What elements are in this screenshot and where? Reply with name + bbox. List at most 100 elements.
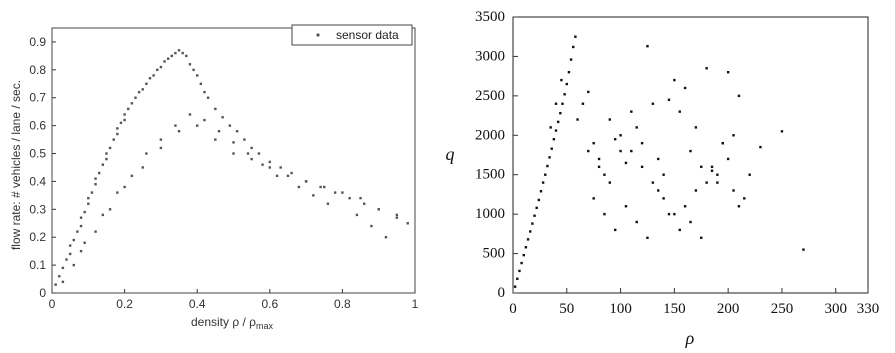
- data-point: [319, 185, 322, 189]
- data-point: [257, 152, 261, 155]
- left-x-axis-label-subscript: max: [256, 321, 274, 331]
- data-point: [108, 208, 112, 211]
- data-point: [68, 244, 72, 247]
- data-point: [119, 121, 123, 125]
- right-plot-frame: [512, 16, 869, 294]
- data-point: [619, 134, 622, 137]
- data-point: [250, 146, 253, 150]
- data-point: [232, 152, 235, 155]
- data-point: [531, 222, 534, 225]
- x-tick-label: 0.2: [116, 297, 133, 311]
- data-point: [700, 236, 703, 239]
- data-point: [646, 236, 649, 239]
- data-point: [166, 57, 170, 60]
- data-point: [662, 173, 665, 176]
- data-point: [550, 147, 553, 150]
- data-point: [177, 130, 181, 133]
- data-point: [608, 118, 612, 121]
- data-point: [123, 118, 126, 122]
- data-point: [58, 275, 61, 278]
- data-point: [561, 102, 564, 105]
- data-point: [683, 205, 687, 208]
- data-point: [533, 214, 536, 217]
- data-point: [221, 116, 224, 119]
- data-point: [145, 82, 148, 85]
- data-point: [694, 189, 698, 192]
- data-point: [101, 163, 105, 166]
- data-point: [587, 90, 590, 94]
- data-point: [326, 202, 330, 205]
- data-point: [667, 212, 671, 216]
- data-point: [603, 212, 606, 216]
- data-point: [619, 149, 622, 153]
- data-point: [279, 166, 282, 169]
- data-point: [214, 138, 217, 141]
- data-point: [559, 112, 562, 115]
- data-point: [726, 157, 730, 161]
- y-tick-label: 1500: [475, 167, 505, 183]
- right-y-ticks: 0 500 1000 1500 2000 2500 3000 3500: [475, 9, 518, 301]
- data-point: [206, 96, 210, 99]
- data-point: [581, 102, 585, 105]
- data-point: [188, 63, 192, 66]
- data-point: [603, 173, 606, 176]
- y-tick-label: 0.6: [29, 119, 46, 133]
- data-point: [127, 107, 130, 111]
- data-point: [522, 253, 525, 257]
- data-point: [181, 51, 184, 55]
- data-point: [159, 146, 163, 150]
- data-point: [759, 145, 762, 149]
- data-point: [123, 113, 126, 116]
- y-tick-label: 0.2: [29, 230, 46, 244]
- data-point: [61, 280, 65, 284]
- data-point: [203, 90, 206, 94]
- y-tick-label: 0.1: [29, 258, 46, 272]
- x-tick-label: 330: [857, 301, 880, 317]
- data-point: [290, 171, 293, 175]
- data-point: [72, 263, 75, 267]
- y-tick-label: 0.4: [29, 174, 46, 188]
- x-tick-label: 0.6: [261, 297, 278, 311]
- y-tick-label: 0: [498, 285, 506, 301]
- right-x-ticks: 0 50 100 150 200 250 300 330: [509, 288, 879, 317]
- data-point: [743, 197, 746, 200]
- data-point: [662, 197, 665, 200]
- data-point: [518, 269, 521, 273]
- y-tick-label: 500: [483, 246, 506, 262]
- data-point: [83, 241, 86, 244]
- y-tick-label: 0.8: [29, 63, 46, 77]
- data-point: [76, 230, 79, 233]
- data-point: [355, 213, 359, 217]
- data-point: [565, 82, 568, 86]
- data-point: [341, 191, 344, 194]
- data-point: [87, 196, 90, 200]
- data-point: [65, 258, 68, 261]
- data-point: [333, 191, 337, 194]
- data-point: [406, 222, 409, 225]
- data-point: [574, 35, 577, 38]
- data-point: [123, 185, 126, 189]
- y-tick-label: 0.7: [29, 91, 46, 105]
- data-point: [199, 82, 203, 85]
- data-point: [116, 132, 119, 136]
- data-point: [526, 238, 530, 241]
- data-point: [362, 202, 366, 205]
- data-point: [112, 138, 115, 141]
- data-point: [87, 202, 90, 205]
- data-point: [94, 183, 97, 186]
- y-tick-label: 2000: [475, 127, 505, 143]
- data-point: [395, 213, 399, 217]
- data-point: [370, 224, 373, 228]
- data-point: [94, 177, 97, 180]
- data-point: [554, 129, 558, 132]
- data-point: [737, 205, 741, 208]
- data-point: [54, 283, 57, 286]
- data-point: [635, 126, 638, 129]
- data-point: [624, 161, 628, 165]
- data-point: [552, 138, 556, 141]
- x-tick-label: 0: [49, 297, 56, 311]
- right-scatter-chart: 0 50 100 150 200 250 300 330 0 500 1000 1500 2000 25…: [446, 9, 880, 348]
- y-tick-label: 2500: [475, 88, 505, 104]
- data-point: [608, 181, 612, 184]
- y-tick-label: 0.5: [29, 147, 46, 161]
